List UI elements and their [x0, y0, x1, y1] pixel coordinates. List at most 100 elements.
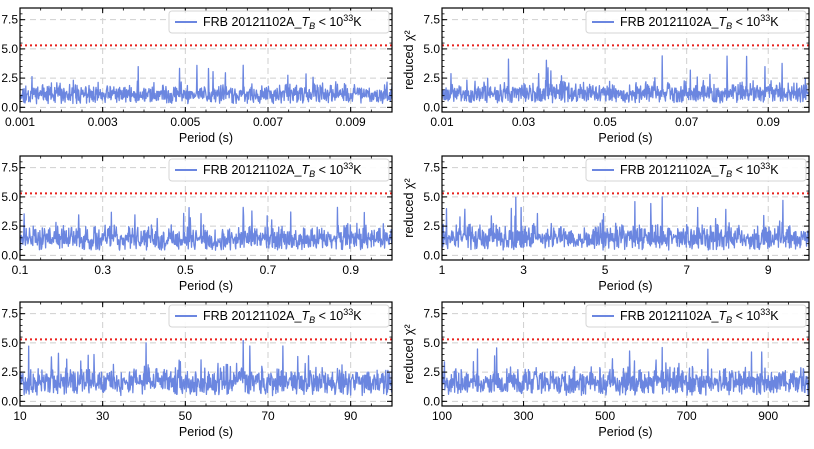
- y-tick-label: 0.0: [1, 248, 18, 262]
- x-tick-label: 700: [677, 409, 697, 423]
- y-tick-label: 2.5: [1, 71, 18, 85]
- legend-label-lt: < 10: [732, 163, 760, 177]
- x-tick-label: 5: [602, 263, 609, 277]
- series-line: [20, 64, 392, 105]
- legend-box: [168, 304, 390, 328]
- legend-label: FRB 20121102A_TB < 1033K: [203, 13, 362, 31]
- series-line: [20, 206, 392, 251]
- x-tick-label: 10: [13, 409, 27, 423]
- x-tick-label: 0.7: [260, 263, 277, 277]
- legend-label-sub: B: [726, 21, 732, 31]
- series-line: [20, 339, 392, 397]
- x-tick-label: 0.003: [88, 115, 118, 129]
- legend-label-exp: 33: [760, 161, 770, 171]
- y-tick-label: 7.5: [423, 307, 440, 321]
- legend-label: FRB 20121102A_TB < 1033K: [203, 307, 362, 325]
- y-tick-label: 2.5: [1, 365, 18, 379]
- x-axis-label: Period (s): [179, 131, 233, 145]
- x-tick-label: 300: [514, 409, 534, 423]
- legend-label-exp: 33: [343, 13, 353, 23]
- x-tick-label: 1: [439, 263, 446, 277]
- legend-label-lt: < 10: [315, 163, 343, 177]
- series-line: [442, 346, 809, 396]
- y-tick-label: 5.0: [423, 42, 440, 56]
- x-tick-label: 30: [96, 409, 110, 423]
- legend-label-unit: K: [353, 163, 362, 177]
- x-tick-label: 0.03: [512, 115, 536, 129]
- chart-panel-6: 100 300 500 700 900 0.0 2.5 5.0 7.5 Period (s) red…: [402, 301, 810, 439]
- legend-label-lt: < 10: [732, 15, 760, 29]
- y-tick-label: 0.0: [1, 100, 18, 114]
- x-axis-label: Period (s): [598, 279, 652, 293]
- y-tick-label: 5.0: [1, 336, 18, 350]
- y-tick-label: 5.0: [1, 42, 18, 56]
- legend-label-sub: B: [726, 315, 732, 325]
- x-axis-label: Period (s): [179, 425, 233, 439]
- x-tick-label: 500: [595, 409, 615, 423]
- legend-label-t: T: [301, 15, 310, 29]
- legend-label: FRB 20121102A_TB < 1033K: [203, 161, 362, 179]
- legend-label-sub: B: [309, 169, 315, 179]
- chart-panel-4: 1 3 5 7 9 0.0 2.5 5.0 7.5 Period (s) reduced χ² FRB…: [402, 155, 810, 293]
- x-tick-label: 70: [261, 409, 275, 423]
- x-tick-label: 0.07: [675, 115, 699, 129]
- legend-label-sub: B: [309, 315, 315, 325]
- series-line: [442, 196, 809, 251]
- legend-label-t: T: [718, 309, 727, 323]
- y-tick-label: 0.0: [423, 248, 440, 262]
- x-tick-label: 90: [344, 409, 358, 423]
- x-tick-label: 7: [683, 263, 690, 277]
- y-tick-label: 2.5: [423, 365, 440, 379]
- legend-box: [585, 304, 807, 328]
- y-tick-label: 7.5: [1, 161, 18, 175]
- legend-label-lt: < 10: [732, 309, 760, 323]
- y-axis-label: reduced χ²: [402, 324, 416, 383]
- x-tick-label: 0.01: [430, 115, 454, 129]
- legend-label-exp: 33: [343, 161, 353, 171]
- x-tick-label: 0.009: [336, 115, 366, 129]
- legend-label: FRB 20121102A_TB < 1033K: [620, 307, 779, 325]
- x-tick-label: 0.007: [253, 115, 283, 129]
- legend-label-t: T: [718, 15, 727, 29]
- x-tick-label: 9: [765, 263, 772, 277]
- x-tick-label: 100: [432, 409, 452, 423]
- x-tick-label: 0.1: [12, 263, 29, 277]
- y-tick-label: 7.5: [1, 13, 18, 27]
- y-tick-label: 7.5: [423, 13, 440, 27]
- legend-label-main: FRB 20121102A_: [620, 309, 719, 323]
- y-tick-label: 0.0: [423, 394, 440, 408]
- x-tick-label: 900: [758, 409, 778, 423]
- legend-box: [585, 158, 807, 182]
- x-tick-label: 0.001: [5, 115, 35, 129]
- x-tick-label: 3: [520, 263, 527, 277]
- legend-label: FRB 20121102A_TB < 1033K: [620, 161, 779, 179]
- legend-label-lt: < 10: [315, 309, 343, 323]
- legend-label-unit: K: [353, 309, 362, 323]
- legend-label-t: T: [718, 163, 727, 177]
- y-tick-label: 5.0: [423, 190, 440, 204]
- y-tick-label: 0.0: [1, 394, 18, 408]
- x-tick-label: 0.5: [177, 263, 194, 277]
- legend-label-main: FRB 20121102A_: [203, 163, 302, 177]
- legend-box: [168, 158, 390, 182]
- legend-label-unit: K: [770, 309, 779, 323]
- x-axis-label: Period (s): [179, 279, 233, 293]
- x-tick-label: 0.3: [94, 263, 111, 277]
- y-tick-label: 5.0: [1, 190, 18, 204]
- chart-panel-2: 0.01 0.03 0.05 0.07 0.09 0.0 2.5 5.0 7.5 Period (…: [402, 7, 810, 145]
- x-axis-label: Period (s): [598, 131, 652, 145]
- legend-label-t: T: [301, 309, 310, 323]
- legend-label: FRB 20121102A_TB < 1033K: [620, 13, 779, 31]
- legend-label-main: FRB 20121102A_: [620, 163, 719, 177]
- legend-label-main: FRB 20121102A_: [620, 15, 719, 29]
- x-axis-label: Period (s): [598, 425, 652, 439]
- y-tick-label: 2.5: [423, 71, 440, 85]
- x-tick-label: 0.9: [342, 263, 359, 277]
- series-line: [442, 55, 809, 104]
- legend-label-main: FRB 20121102A_: [203, 15, 302, 29]
- legend-label-sub: B: [726, 169, 732, 179]
